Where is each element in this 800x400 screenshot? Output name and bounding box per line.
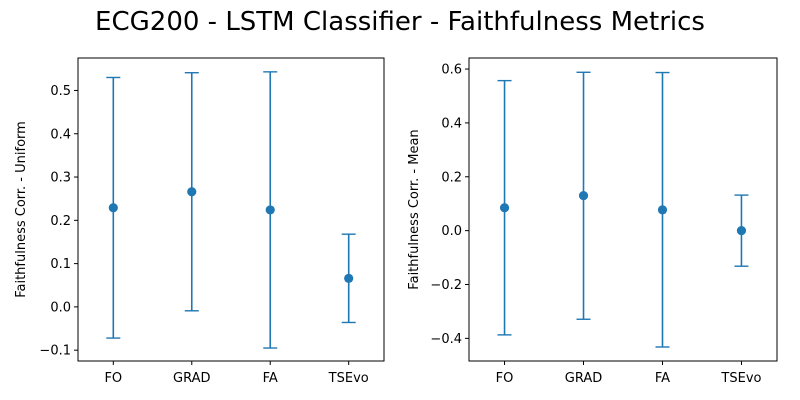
data-point-grad xyxy=(578,191,589,201)
x-tick-label-fo: FO xyxy=(496,371,514,386)
x-tick-label-fa: FA xyxy=(655,371,670,386)
y-tick-label: 0.0 xyxy=(441,224,462,239)
data-point-fa xyxy=(657,205,668,215)
y-tick-label: 0.4 xyxy=(441,116,462,131)
y-tick-label: 0.1 xyxy=(50,257,71,272)
data-point-grad xyxy=(187,187,197,197)
y-tick-label: −0.1 xyxy=(39,344,71,359)
y-tick-label: −0.2 xyxy=(430,278,462,293)
y-axis-label: Faithfulness Corr. - Uniform xyxy=(14,121,29,298)
x-tick-label-grad: GRAD xyxy=(565,371,602,386)
data-point-fo xyxy=(108,203,118,213)
figure-title: ECG200 - LSTM Classifier - Faithfulness … xyxy=(95,7,705,37)
y-axis-label: Faithfulness Corr. - Mean xyxy=(407,129,422,289)
x-tick-label-tsevo: TSEvo xyxy=(720,371,761,386)
left-panel-uniform: −0.1 0.0 0.1 0.2 0.3 0.4 0.5 FO GRAD FA TSEvo Faith… xyxy=(14,57,385,386)
axes-frame xyxy=(77,57,385,362)
x-tick-label-grad: GRAD xyxy=(173,371,210,386)
y-tick-label: 0.2 xyxy=(441,170,462,185)
x-tick-label-tsevo: TSEvo xyxy=(328,371,369,386)
y-tick-label: 0.6 xyxy=(441,63,462,78)
data-point-tsevo xyxy=(736,226,747,236)
data-point-tsevo xyxy=(344,273,354,283)
y-tick-label: 0.5 xyxy=(50,84,71,99)
y-tick-label: −0.4 xyxy=(430,332,462,347)
data-point-fo xyxy=(499,203,510,213)
y-tick-label: 0.0 xyxy=(50,300,71,315)
axes-frame xyxy=(468,57,778,362)
y-tick-label: 0.4 xyxy=(50,127,71,142)
y-tick-label: 0.3 xyxy=(50,171,71,186)
x-tick-label-fo: FO xyxy=(104,371,122,386)
right-panel-mean: −0.4 −0.2 0.0 0.2 0.4 0.6 FO GRAD FA TSEvo Faithfu… xyxy=(407,57,778,386)
data-point-fa xyxy=(265,205,275,215)
x-tick-label-fa: FA xyxy=(263,371,278,386)
y-tick-label: 0.2 xyxy=(50,214,71,229)
